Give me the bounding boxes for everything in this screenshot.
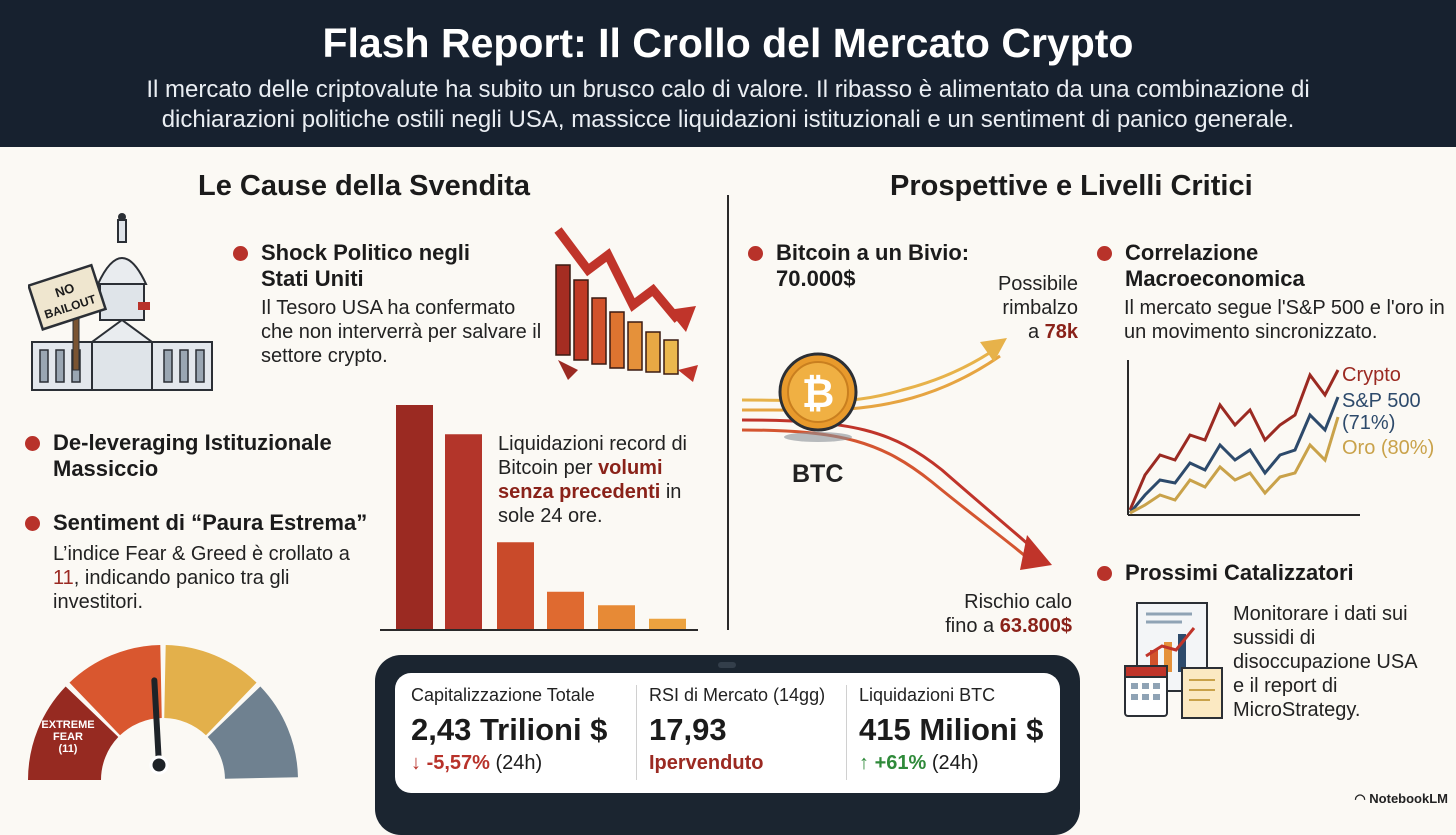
bullet-deleveraging-title: De-leveraging Istituzionale Massiccio — [25, 430, 353, 482]
watermark-text: NotebookLM — [1369, 791, 1448, 806]
downside-text: Rischio calo fino a 63.800$ — [930, 590, 1072, 638]
gauge-segment — [28, 686, 119, 780]
gauge-segment — [69, 645, 162, 736]
stat-card-market-cap: Capitalizzazione Totale 2,43 Trilioni $ … — [411, 685, 607, 775]
stat-change-value: +61% — [874, 752, 927, 774]
liquidations-text-b: in sole 24 ore. — [498, 481, 682, 527]
stat-note-rsi: Ipervenduto — [649, 752, 764, 774]
bitcoin-scenario-paths: ₿ — [742, 338, 1052, 570]
stat-separator — [636, 685, 637, 780]
bullet-catalysts-title: Prossimi Catalizzatori — [1097, 560, 1445, 586]
stat-card-liquidations: Liquidazioni BTC 415 Milioni $ ↑ +61% (2… — [859, 685, 1043, 775]
downside-a: Rischio calo — [964, 591, 1072, 613]
liquidations-highlight: volumi senza precedenti — [498, 457, 663, 503]
bullet-sentiment-title: Sentiment di “Paura Estrema” — [25, 510, 423, 536]
page-subtitle: Il mercato delle criptovalute ha subito … — [146, 76, 1310, 133]
sign-text-no: NO — [53, 280, 76, 300]
capitol-illustration — [31, 213, 213, 391]
liq-bar-2 — [445, 434, 482, 630]
downside-b: fino a — [945, 615, 995, 637]
bitcoin-title-b: 70.000$ — [776, 266, 856, 291]
correlation-chart — [1127, 360, 1360, 516]
sentiment-text: L’indice Fear & Greed è crollato a 11, i… — [53, 542, 363, 614]
catalysts-text: Monitorare i dati sui sussidi di disoccu… — [1233, 603, 1417, 721]
stat-change-period: (24h) — [495, 752, 543, 774]
gauge-pivot — [149, 755, 169, 775]
notebooklm-watermark: ◠ NotebookLM — [1354, 791, 1448, 807]
stat-change-value: -5,57% — [426, 752, 490, 774]
liq-bar-4 — [547, 591, 584, 630]
stat-label-liquidations: Liquidazioni BTC — [859, 685, 996, 705]
shock-text: Il Tesoro USA ha confermato che non inte… — [261, 297, 542, 367]
gauge-needle-icon — [151, 677, 162, 768]
stats-panel — [395, 673, 1060, 793]
arrow-up-icon: ↑ — [859, 752, 869, 774]
liquidation-bars — [380, 405, 698, 631]
documents-illustration — [1124, 602, 1223, 719]
correlation-text: Il mercato segue l'S&P 500 e l'oro in un… — [1124, 297, 1445, 343]
stat-label-market-cap: Capitalizzazione Totale — [411, 685, 595, 705]
stat-change-liquidations: ↑ +61% (24h) — [859, 752, 1043, 775]
section-title-outlook: Prospettive e Livelli Critici — [890, 170, 1253, 202]
gauge-segment — [164, 645, 257, 736]
sentiment-text-b: , indicando panico tra gli investitori. — [53, 567, 290, 613]
sentiment-text-a: L’indice Fear & Greed è crollato a — [53, 543, 350, 565]
liquidations-text: Liquidazioni record di Bitcoin per volum… — [498, 432, 710, 528]
rebound-value: 78k — [1044, 321, 1078, 343]
section-title-causes: Le Cause della Svendita — [198, 170, 531, 202]
stat-change-market-cap: ↓ -5,57% (24h) — [411, 752, 607, 775]
falling-chart-illustration — [554, 227, 698, 382]
rebound-text: Possibile rimbalzo a 78k — [960, 272, 1078, 344]
fear-greed-gauge: EXTREME FEAR (11) — [28, 645, 298, 780]
arrow-down-icon: ↓ — [411, 752, 421, 774]
stat-change-period: (24h) — [931, 752, 979, 774]
bullet-bitcoin-title: Bitcoin a un Bivio: 70.000$ — [748, 240, 1016, 292]
bullet-shock-title: Shock Politico negli Stati Uniti — [233, 240, 501, 292]
tablet-camera — [718, 662, 736, 668]
fear-greed-value: 11 — [53, 567, 74, 589]
gauge-label-extreme: EXTREME — [41, 719, 94, 731]
rebound-c: a — [1027, 321, 1040, 343]
liquidations-text-a: Liquidazioni record di Bitcoin per — [498, 433, 688, 479]
legend-sp500: S&P 500 — [1342, 390, 1421, 412]
liq-bar-6 — [649, 618, 686, 630]
stat-separator — [846, 685, 847, 780]
header-banner: Flash Report: Il Crollo del Mercato Cryp… — [0, 0, 1456, 147]
stat-value-market-cap: 2,43 Trilioni $ — [411, 712, 608, 747]
legend-sp500-pct: (71%) — [1342, 412, 1396, 434]
gauge-label-fear: FEAR — [53, 731, 83, 743]
liq-bar-3 — [497, 542, 534, 630]
no-bailout-sign: NO BAILOUT — [28, 263, 108, 371]
gauge-segment — [207, 686, 298, 779]
downside-value: 63.800$ — [999, 615, 1072, 637]
liq-bar-5 — [598, 605, 635, 630]
stat-value-rsi: 17,93 — [649, 712, 727, 747]
stat-label-rsi: RSI di Mercato (14gg) — [649, 685, 826, 705]
liq-bar-1 — [396, 405, 433, 630]
stat-card-rsi: RSI di Mercato (14gg) 17,93 Ipervenduto — [649, 685, 825, 775]
btc-label: BTC — [792, 460, 844, 488]
rebound-b: rimbalzo — [1002, 297, 1078, 319]
notebooklm-logo-icon: ◠ — [1354, 791, 1370, 806]
rebound-a: Possibile — [997, 273, 1078, 295]
bitcoin-title-a: Bitcoin a un Bivio: — [776, 240, 970, 265]
gauge-label-value: (11) — [59, 743, 78, 755]
legend-crypto: Crypto — [1342, 364, 1401, 386]
bullet-correlation-title: Correlazione Macroeconomica — [1097, 240, 1425, 292]
page-title: Flash Report: Il Crollo del Mercato Cryp… — [322, 20, 1134, 66]
section-divider — [727, 195, 729, 630]
bitcoin-symbol-icon: ₿ — [802, 372, 835, 416]
legend-gold: Oro (80%) — [1342, 437, 1435, 459]
stat-value-liquidations: 415 Milioni $ — [859, 712, 1044, 747]
